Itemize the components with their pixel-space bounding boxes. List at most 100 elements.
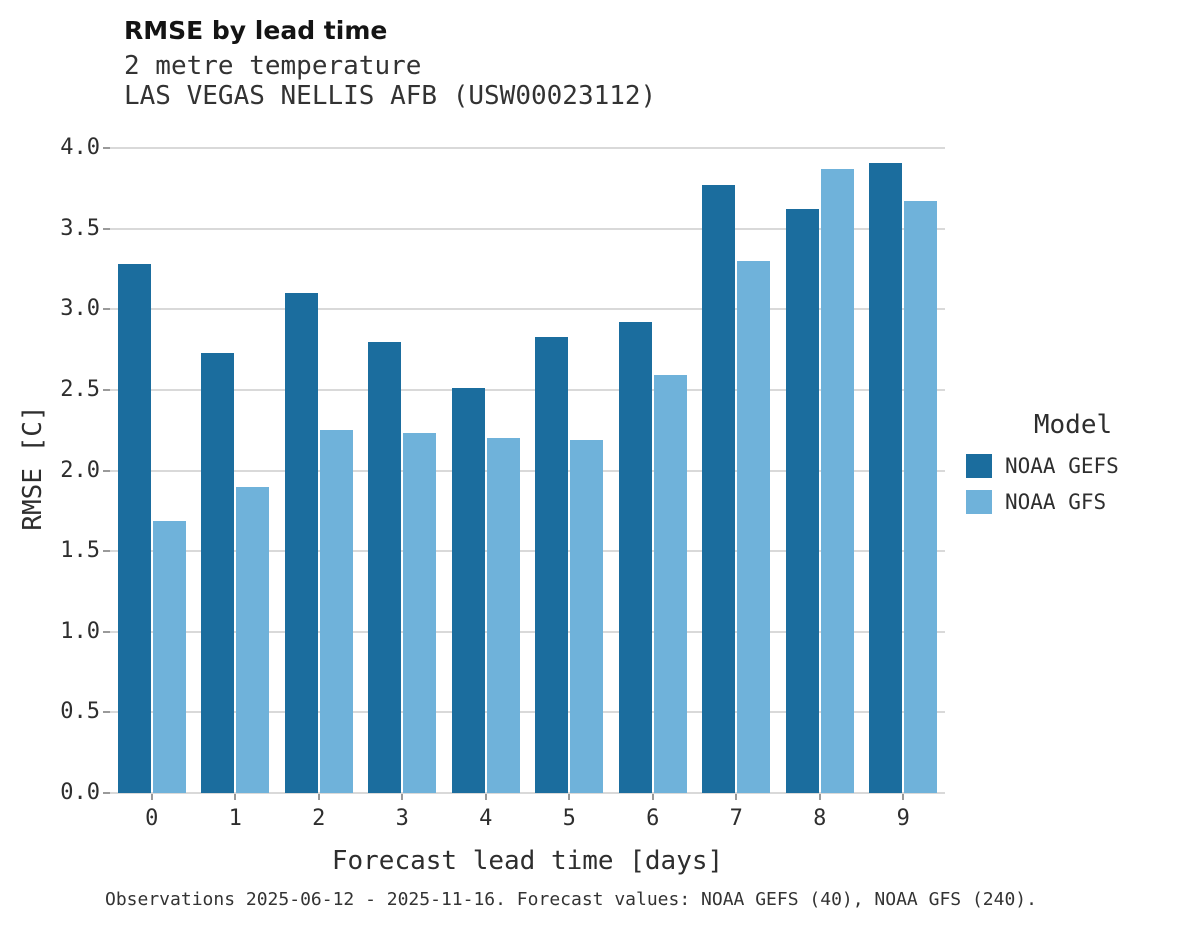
bar-noaa-gefs <box>869 162 903 793</box>
bar-groups <box>110 148 945 793</box>
y-axis-tickmark <box>103 630 110 633</box>
bar-group-5 <box>528 148 612 793</box>
y-axis-tickmark <box>103 792 110 794</box>
gridline <box>110 792 945 794</box>
bar-noaa-gefs <box>368 341 402 793</box>
x-tick-label: 5 <box>562 806 576 831</box>
bar-group-2 <box>277 148 361 793</box>
x-tick-label: 8 <box>813 806 827 831</box>
bar-noaa-gfs <box>319 430 353 793</box>
y-axis-tickmark <box>103 147 110 149</box>
x-tick-cell: 2 <box>277 794 361 831</box>
legend-label: NOAA GEFS <box>1005 454 1119 478</box>
chart-title: RMSE by lead time <box>124 16 388 45</box>
x-tick-label: 3 <box>395 806 409 831</box>
gridline <box>110 388 945 391</box>
y-axis-tickmark <box>103 711 110 714</box>
x-tick-label: 9 <box>896 806 910 831</box>
chart-subtitle-variable: 2 metre temperature <box>124 51 422 81</box>
legend-entry-noaa-gefs: NOAA GEFS <box>966 454 1183 478</box>
y-tick-label: 3.0 <box>60 296 100 322</box>
bar-noaa-gefs <box>451 388 485 793</box>
bar-noaa-gefs <box>702 185 736 793</box>
plot-area <box>103 147 945 794</box>
bar-noaa-gfs <box>904 201 938 793</box>
bar-group-1 <box>194 148 278 793</box>
bar-noaa-gefs <box>535 336 569 793</box>
x-axis-tickmark <box>401 794 404 800</box>
y-tick-label: 1.5 <box>60 538 100 564</box>
x-axis-tickmark <box>735 794 738 800</box>
x-tick-label: 1 <box>228 806 242 831</box>
x-tick-label: 0 <box>145 806 159 831</box>
gridline <box>110 147 945 149</box>
x-tick-cell: 3 <box>361 794 445 831</box>
bar-group-0 <box>110 148 194 793</box>
bar-noaa-gfs <box>820 168 854 793</box>
y-axis-tickmark <box>103 469 110 472</box>
y-axis-tickmark <box>103 308 110 311</box>
bar-group-6 <box>611 148 695 793</box>
bar-noaa-gefs <box>201 352 235 793</box>
bar-noaa-gefs <box>618 322 652 793</box>
chart-subtitle-station: LAS VEGAS NELLIS AFB (USW00023112) <box>124 81 657 111</box>
gridline <box>110 630 945 633</box>
bar-group-3 <box>361 148 445 793</box>
gridline <box>110 308 945 311</box>
bar-noaa-gefs <box>117 264 151 793</box>
y-tick-label: 4.0 <box>60 135 100 160</box>
x-tick-cell: 5 <box>528 794 612 831</box>
y-tick-labels: 0.0 0.5 1.0 1.5 2.0 2.5 3.0 3.5 4.0 <box>0 137 100 804</box>
legend-swatch <box>966 454 992 478</box>
bar-noaa-gfs <box>403 433 437 793</box>
gridline <box>110 550 945 553</box>
bar-group-8 <box>778 148 862 793</box>
y-tick-label: 0.0 <box>60 780 100 805</box>
x-tick-cell: 1 <box>194 794 278 831</box>
y-axis-tickmark <box>103 227 110 230</box>
x-axis-tickmark <box>902 794 905 800</box>
legend-label: NOAA GFS <box>1005 490 1107 514</box>
y-tick-label: 2.5 <box>60 376 100 402</box>
x-tick-label: 4 <box>479 806 493 831</box>
bar-noaa-gfs <box>570 439 604 793</box>
x-axis-tickmark <box>150 794 153 800</box>
x-tick-cell: 0 <box>110 794 194 831</box>
x-tick-label: 6 <box>646 806 660 831</box>
x-axis-tickmark <box>484 794 487 800</box>
gridline <box>110 469 945 472</box>
x-tick-cell: 8 <box>778 794 862 831</box>
x-tick-cell: 9 <box>862 794 946 831</box>
y-tick-label: 1.0 <box>60 618 100 644</box>
legend: Model NOAA GEFS NOAA GFS <box>963 410 1183 526</box>
y-axis-tickmark <box>103 550 110 553</box>
x-tick-cell: 6 <box>611 794 695 831</box>
y-tick-label: 0.5 <box>60 699 100 725</box>
legend-title: Model <box>1033 410 1113 440</box>
y-axis-tickmark <box>103 388 110 391</box>
gridline <box>110 227 945 230</box>
legend-entry-noaa-gfs: NOAA GFS <box>966 490 1183 514</box>
x-axis-ticks: 0 1 2 3 4 5 6 7 8 9 <box>110 794 945 831</box>
bar-noaa-gfs <box>486 438 520 793</box>
x-axis-tickmark <box>568 794 571 800</box>
x-tick-cell: 4 <box>444 794 528 831</box>
legend-entries: NOAA GEFS NOAA GFS <box>963 454 1183 514</box>
x-axis-tickmark <box>818 794 821 800</box>
x-tick-label: 7 <box>729 806 743 831</box>
bar-noaa-gefs <box>284 293 318 793</box>
bar-group-9 <box>862 148 946 793</box>
bar-noaa-gfs <box>152 520 186 793</box>
footer-caption: Observations 2025-06-12 - 2025-11-16. Fo… <box>105 889 1037 910</box>
x-axis-tickmark <box>234 794 237 800</box>
x-axis-title: Forecast lead time [days] <box>331 846 724 876</box>
bar-noaa-gfs <box>236 486 270 793</box>
x-tick-label: 2 <box>312 806 326 831</box>
bar-noaa-gfs <box>653 375 687 793</box>
y-tick-label: 2.0 <box>60 457 100 483</box>
bar-group-7 <box>695 148 779 793</box>
x-tick-cell: 7 <box>695 794 779 831</box>
x-axis-tickmark <box>317 794 320 800</box>
gridline <box>110 711 945 714</box>
